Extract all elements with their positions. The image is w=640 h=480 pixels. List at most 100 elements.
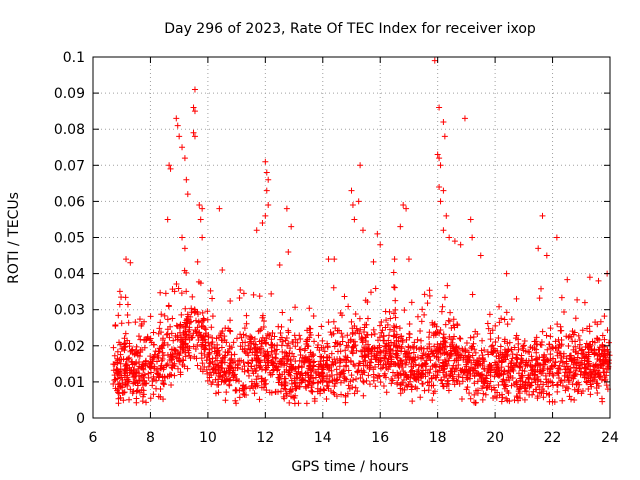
data-point-marker: [579, 327, 586, 334]
data-point-marker: [585, 375, 592, 382]
data-point-marker: [112, 376, 119, 383]
data-point-marker: [549, 398, 556, 405]
data-point-marker: [457, 335, 464, 342]
data-point-marker: [570, 346, 577, 353]
data-point-marker: [508, 346, 515, 353]
data-point-marker: [223, 389, 230, 396]
data-point-marker: [282, 380, 289, 387]
data-point-marker: [498, 391, 505, 398]
data-point-marker: [186, 326, 193, 333]
data-point-marker: [287, 372, 294, 379]
data-point-marker: [337, 371, 344, 378]
data-point-marker: [285, 248, 292, 255]
data-point-marker: [252, 383, 259, 390]
data-point-marker: [479, 371, 486, 378]
data-point-marker: [187, 355, 194, 362]
data-point-marker: [506, 376, 513, 383]
data-point-marker: [487, 366, 494, 373]
data-point-marker: [351, 216, 358, 223]
data-point-marker: [502, 356, 509, 363]
data-point-marker: [217, 374, 224, 381]
data-point-marker: [436, 104, 443, 111]
data-point-marker: [382, 352, 389, 359]
data-point-marker: [370, 326, 377, 333]
data-point-marker: [574, 296, 581, 303]
data-point-marker: [284, 352, 291, 359]
data-point-marker: [133, 350, 140, 357]
data-point-marker: [159, 335, 166, 342]
data-point-marker: [277, 329, 284, 336]
y-tick-label: 0.03: [54, 303, 85, 319]
data-point-marker: [166, 356, 173, 363]
data-point-marker: [320, 386, 327, 393]
data-point-marker: [462, 347, 469, 354]
data-point-marker: [444, 351, 451, 358]
data-point-marker: [447, 309, 454, 316]
data-point-marker: [424, 369, 431, 376]
data-point-marker: [124, 311, 131, 318]
data-point-marker: [383, 317, 390, 324]
data-point-marker: [466, 390, 473, 397]
data-point-marker: [392, 314, 399, 321]
data-point-marker: [417, 327, 424, 334]
data-point-marker: [194, 258, 201, 265]
data-point-marker: [374, 337, 381, 344]
data-point-marker: [448, 324, 455, 331]
data-point-marker: [218, 344, 225, 351]
data-point-marker: [120, 389, 127, 396]
data-point-marker: [422, 373, 429, 380]
data-point-marker: [222, 397, 229, 404]
data-point-marker: [594, 335, 601, 342]
data-point-marker: [271, 333, 278, 340]
data-point-marker: [593, 367, 600, 374]
data-point-marker: [558, 354, 565, 361]
data-point-marker: [167, 165, 174, 172]
data-point-marker: [357, 374, 364, 381]
data-point-marker: [114, 370, 121, 377]
data-point-marker: [138, 321, 145, 328]
data-point-marker: [123, 362, 130, 369]
data-point-marker: [209, 295, 216, 302]
data-point-marker: [360, 392, 367, 399]
data-point-marker: [409, 343, 416, 350]
data-point-marker: [575, 359, 582, 366]
data-point-marker: [269, 354, 276, 361]
data-point-marker: [219, 365, 226, 372]
data-point-marker: [588, 383, 595, 390]
data-point-marker: [547, 366, 554, 373]
data-point-marker: [360, 378, 367, 385]
data-point-marker: [427, 357, 434, 364]
data-point-marker: [262, 158, 269, 165]
data-point-marker: [269, 330, 276, 337]
data-point-marker: [532, 338, 539, 345]
data-point-marker: [245, 360, 252, 367]
data-point-marker: [517, 360, 524, 367]
data-point-marker: [130, 380, 137, 387]
data-point-marker: [518, 352, 525, 359]
data-point-marker: [545, 391, 552, 398]
x-tick-label: 22: [544, 430, 562, 446]
data-point-marker: [484, 320, 491, 327]
data-point-marker: [131, 361, 138, 368]
data-point-marker: [559, 397, 566, 404]
data-point-marker: [600, 359, 607, 366]
data-point-marker: [511, 397, 518, 404]
data-point-marker: [196, 202, 203, 209]
data-point-marker: [400, 376, 407, 383]
data-point-marker: [418, 337, 425, 344]
data-point-marker: [110, 344, 117, 351]
data-point-marker: [485, 325, 492, 332]
data-point-marker: [178, 290, 185, 297]
data-point-marker: [419, 306, 426, 313]
data-point-marker: [151, 351, 158, 358]
data-point-marker: [338, 391, 345, 398]
data-point-marker: [322, 361, 329, 368]
data-point-marker: [358, 336, 365, 343]
data-point-marker: [421, 360, 428, 367]
data-point-marker: [157, 362, 164, 369]
data-point-marker: [564, 276, 571, 283]
data-point-marker: [263, 387, 270, 394]
data-point-marker: [232, 377, 239, 384]
data-point-marker: [159, 373, 166, 380]
data-point-marker: [538, 338, 545, 345]
